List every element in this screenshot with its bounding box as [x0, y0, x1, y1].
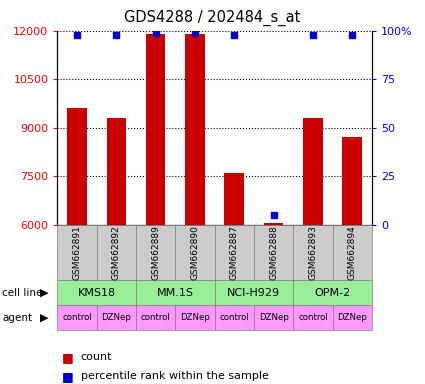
Bar [146, 34, 165, 225]
Text: KMS18: KMS18 [78, 288, 116, 298]
Text: ▶: ▶ [40, 313, 49, 323]
Bar [107, 118, 126, 225]
Bar [67, 108, 87, 225]
Text: DZNep: DZNep [337, 313, 367, 322]
Text: MM.1S: MM.1S [157, 288, 194, 298]
Text: GSM662892: GSM662892 [112, 225, 121, 280]
Text: DZNep: DZNep [102, 313, 131, 322]
Text: control: control [298, 313, 328, 322]
Bar [264, 223, 283, 225]
Text: DZNep: DZNep [259, 313, 289, 322]
Text: GSM662889: GSM662889 [151, 225, 160, 280]
Text: NCI-H929: NCI-H929 [227, 288, 280, 298]
Text: control: control [62, 313, 92, 322]
Text: ■: ■ [62, 370, 74, 383]
Text: agent: agent [2, 313, 32, 323]
Text: control: control [141, 313, 170, 322]
Text: OPM-2: OPM-2 [314, 288, 351, 298]
Text: GSM662887: GSM662887 [230, 225, 239, 280]
Bar [224, 173, 244, 225]
Text: GSM662893: GSM662893 [309, 225, 317, 280]
Text: count: count [81, 352, 112, 362]
Text: ■: ■ [62, 351, 74, 364]
Text: GSM662891: GSM662891 [73, 225, 82, 280]
Text: percentile rank within the sample: percentile rank within the sample [81, 371, 269, 381]
Text: ▶: ▶ [40, 288, 49, 298]
Bar [185, 34, 205, 225]
Text: DZNep: DZNep [180, 313, 210, 322]
Text: control: control [219, 313, 249, 322]
Bar [303, 118, 323, 225]
Bar [343, 137, 362, 225]
Text: GSM662890: GSM662890 [190, 225, 199, 280]
Text: GSM662894: GSM662894 [348, 225, 357, 280]
Text: GSM662888: GSM662888 [269, 225, 278, 280]
Text: GDS4288 / 202484_s_at: GDS4288 / 202484_s_at [124, 10, 300, 26]
Text: cell line: cell line [2, 288, 42, 298]
